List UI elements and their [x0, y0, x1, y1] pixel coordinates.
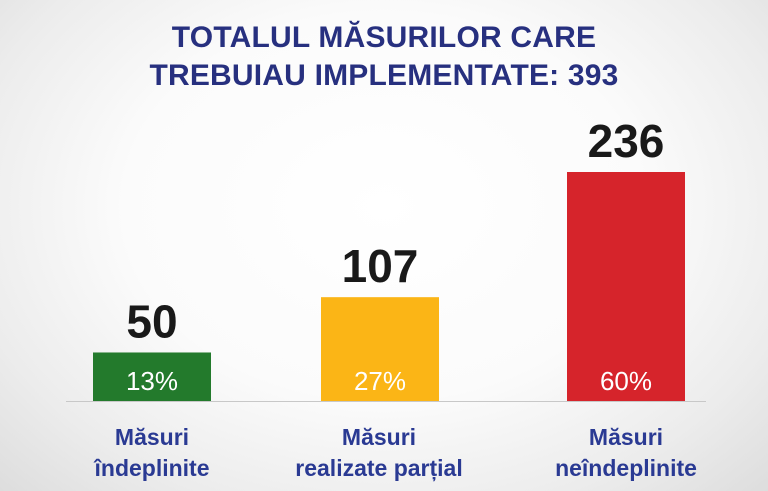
- percent-label-partially-realized: 27%: [354, 366, 406, 396]
- chart-title-line-2: TREBUIAU IMPLEMENTATE: 393: [149, 59, 619, 92]
- category-label-measures-partially-realized: Măsuri realizate parțial: [269, 422, 489, 484]
- category-label-line: Măsuri: [588, 424, 664, 450]
- category-label-line: realizate parțial: [295, 455, 463, 481]
- category-label-measures-fulfilled: Măsuri îndeplinite: [42, 422, 262, 484]
- bar-fulfilled: [93, 352, 211, 401]
- category-label-measures-unfulfilled: Măsuri neîndeplinite: [516, 422, 736, 484]
- chart-title-line-1: TOTALUL MĂSURILOR CARE: [171, 21, 597, 54]
- category-label-line: neîndeplinite: [555, 455, 697, 481]
- value-label-partially-realized: 107: [342, 240, 419, 292]
- bar-unfulfilled: [567, 172, 685, 401]
- category-label-line: Măsuri: [114, 424, 190, 450]
- percent-label-fulfilled: 13%: [126, 366, 178, 396]
- category-label-line: Măsuri: [341, 424, 417, 450]
- category-label-line: îndeplinite: [94, 455, 210, 481]
- value-label-unfulfilled: 236: [588, 115, 665, 167]
- bar-partially-realized: [321, 297, 439, 401]
- value-label-fulfilled: 50: [126, 295, 177, 347]
- percent-label-unfulfilled: 60%: [600, 366, 652, 396]
